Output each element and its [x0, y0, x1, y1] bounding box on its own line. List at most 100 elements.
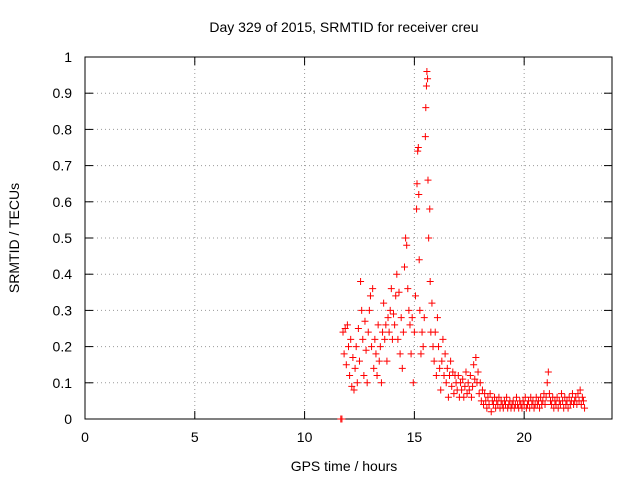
data-point: [578, 393, 586, 401]
data-point: [363, 379, 371, 387]
data-point: [365, 306, 373, 314]
data-point: [414, 144, 422, 151]
data-point: [542, 393, 550, 401]
data-point: [380, 299, 388, 307]
y-tick-label: 0.4: [53, 266, 73, 282]
data-point: [536, 404, 544, 412]
data-point: [358, 306, 366, 314]
data-point: [368, 343, 376, 351]
data-point: [474, 368, 482, 376]
data-point: [357, 277, 365, 285]
data-point: [432, 372, 440, 380]
data-point: [362, 346, 370, 354]
data-point: [374, 321, 382, 329]
data-point: [339, 328, 347, 336]
data-point: [373, 372, 381, 380]
data-point: [369, 285, 377, 293]
data-point: [395, 288, 403, 296]
data-point: [465, 386, 473, 394]
data-point: [447, 357, 455, 365]
data-point: [435, 343, 443, 351]
data-point: [543, 379, 551, 387]
data-point: [418, 328, 426, 336]
data-point: [545, 390, 553, 398]
data-point: [417, 350, 425, 358]
data-point: [544, 368, 552, 376]
data-point: [399, 328, 407, 336]
data-point: [467, 393, 475, 401]
data-point: [486, 390, 494, 398]
data-points: [337, 67, 589, 423]
data-point: [470, 361, 478, 369]
data-point: [450, 390, 458, 398]
data-point: [478, 386, 486, 394]
data-point: [483, 404, 491, 412]
axis-ticks: 00.10.20.30.40.50.60.70.80.910 5 10 15 20: [53, 49, 612, 445]
data-point: [579, 397, 587, 405]
chart-title: Day 329 of 2015, SRMTID for receiver cre…: [209, 19, 478, 35]
data-point: [471, 375, 479, 383]
data-point: [392, 292, 400, 300]
data-point: [426, 277, 434, 285]
data-point: [407, 350, 415, 358]
y-tick-label: 0.2: [53, 339, 73, 355]
y-tick-label: 0.6: [53, 194, 73, 210]
data-point: [539, 397, 547, 405]
data-point: [564, 404, 572, 412]
data-point: [424, 75, 432, 83]
data-point: [487, 408, 495, 416]
data-point: [340, 350, 348, 358]
y-tick-label: 0.1: [53, 375, 73, 391]
data-point: [398, 364, 406, 372]
data-point: [572, 393, 580, 401]
data-point: [437, 386, 445, 394]
data-point: [413, 205, 421, 213]
data-point: [484, 393, 492, 401]
data-point: [385, 328, 393, 336]
data-point: [361, 317, 369, 325]
data-point: [411, 292, 419, 300]
data-point: [565, 393, 573, 401]
y-tick-label: 0.3: [53, 302, 73, 318]
data-point: [428, 299, 436, 307]
data-point: [342, 361, 350, 369]
data-point: [391, 321, 399, 329]
data-point: [397, 314, 405, 322]
data-point: [402, 234, 410, 242]
x-axis-label: GPS time / hours: [291, 458, 398, 474]
data-point: [462, 368, 470, 376]
data-point: [439, 335, 447, 343]
data-point: [370, 364, 378, 372]
x-tick-label: 15: [407, 429, 423, 445]
data-point: [414, 147, 422, 155]
data-point: [430, 357, 438, 365]
data-point: [415, 256, 423, 264]
data-point: [421, 133, 429, 141]
data-point: [383, 357, 391, 365]
data-point: [461, 382, 469, 390]
data-point: [438, 357, 446, 365]
data-point: [366, 292, 374, 300]
data-point: [454, 372, 462, 380]
data-point: [364, 328, 372, 336]
data-point: [360, 372, 368, 380]
data-point: [376, 343, 384, 351]
data-point: [387, 285, 395, 293]
data-point: [350, 386, 358, 394]
data-point: [381, 335, 389, 343]
data-point: [476, 379, 484, 387]
data-point: [472, 353, 480, 361]
data-point: [431, 328, 439, 336]
data-point: [346, 372, 354, 380]
data-point: [382, 321, 390, 329]
data-point: [443, 364, 451, 372]
data-point: [400, 263, 408, 271]
data-point: [415, 191, 423, 199]
data-point: [512, 393, 520, 401]
x-tick-label: 0: [81, 429, 89, 445]
data-point: [463, 390, 471, 398]
y-tick-label: 0.8: [53, 121, 73, 137]
data-point: [371, 335, 379, 343]
data-point: [574, 390, 582, 398]
